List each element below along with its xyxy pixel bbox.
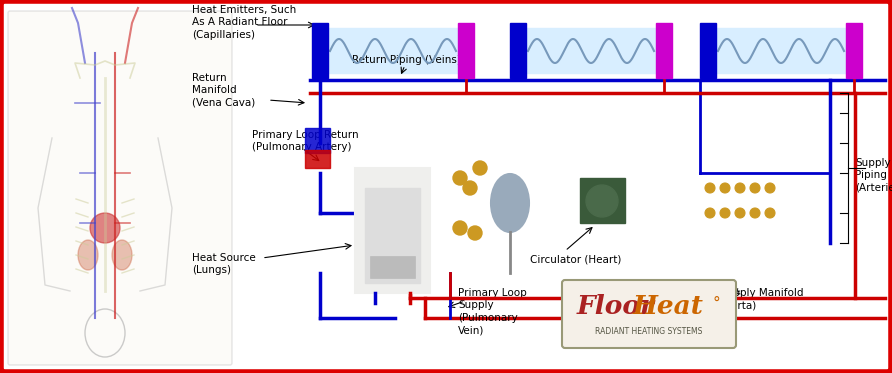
FancyBboxPatch shape bbox=[562, 280, 736, 348]
Circle shape bbox=[720, 183, 730, 193]
Bar bbox=[526, 28, 656, 73]
Text: Return Piping (Veins): Return Piping (Veins) bbox=[352, 55, 461, 65]
Text: Primary Loop Return
(Pulmonary Artery): Primary Loop Return (Pulmonary Artery) bbox=[252, 130, 359, 153]
Bar bbox=[312, 23, 328, 78]
Bar bbox=[370, 256, 415, 278]
Text: Heat Source
(Lungs): Heat Source (Lungs) bbox=[192, 253, 256, 275]
Circle shape bbox=[453, 221, 467, 235]
Text: Heat Emitters, Such
As A Radiant Floor
(Capillaries): Heat Emitters, Such As A Radiant Floor (… bbox=[192, 5, 296, 40]
Ellipse shape bbox=[78, 240, 98, 270]
Bar bbox=[305, 150, 330, 168]
FancyBboxPatch shape bbox=[8, 11, 232, 365]
Bar bbox=[716, 28, 846, 73]
Bar bbox=[510, 23, 526, 78]
Text: Supply
Piping
(Arteries): Supply Piping (Arteries) bbox=[855, 158, 892, 193]
Circle shape bbox=[586, 185, 618, 217]
Text: Heat: Heat bbox=[633, 294, 704, 319]
Text: Supply Manifold
(Aorta): Supply Manifold (Aorta) bbox=[720, 288, 804, 310]
Text: Circulator (Heart): Circulator (Heart) bbox=[530, 255, 622, 265]
Circle shape bbox=[765, 183, 775, 193]
Text: °: ° bbox=[713, 295, 721, 310]
Circle shape bbox=[750, 183, 760, 193]
Circle shape bbox=[735, 208, 745, 218]
Bar bbox=[305, 128, 330, 153]
Circle shape bbox=[765, 208, 775, 218]
Bar bbox=[365, 188, 420, 283]
Circle shape bbox=[735, 183, 745, 193]
Ellipse shape bbox=[491, 174, 529, 232]
Text: Return
Manifold
(Vena Cava): Return Manifold (Vena Cava) bbox=[192, 73, 255, 108]
Bar bbox=[700, 23, 716, 78]
Ellipse shape bbox=[112, 240, 132, 270]
Text: RADIANT HEATING SYSTEMS: RADIANT HEATING SYSTEMS bbox=[595, 327, 703, 336]
Bar bbox=[458, 23, 474, 78]
Bar bbox=[846, 23, 862, 78]
Circle shape bbox=[750, 208, 760, 218]
Circle shape bbox=[453, 171, 467, 185]
Circle shape bbox=[463, 181, 477, 195]
Circle shape bbox=[90, 213, 120, 243]
Bar bbox=[355, 168, 430, 293]
Text: Primary Loop
Supply
(Pulmonary
Vein): Primary Loop Supply (Pulmonary Vein) bbox=[458, 288, 527, 335]
Bar bbox=[580, 178, 625, 223]
Circle shape bbox=[720, 208, 730, 218]
Circle shape bbox=[473, 161, 487, 175]
Bar bbox=[656, 23, 672, 78]
Bar bbox=[328, 28, 458, 73]
Circle shape bbox=[705, 183, 715, 193]
Circle shape bbox=[705, 208, 715, 218]
Text: Floor: Floor bbox=[577, 294, 655, 319]
Circle shape bbox=[468, 226, 482, 240]
